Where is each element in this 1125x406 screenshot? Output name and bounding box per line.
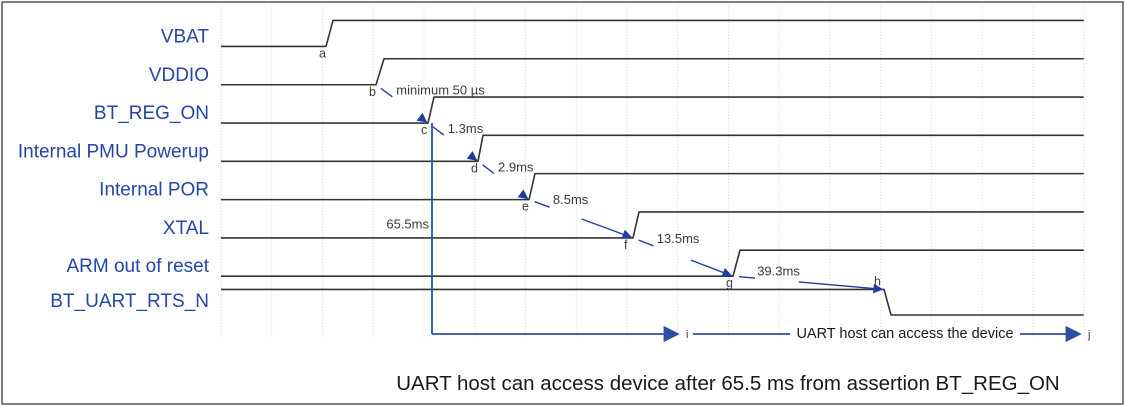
svg-text:a: a: [319, 47, 326, 61]
svg-text:ARM out of reset: ARM out of reset: [66, 256, 209, 277]
svg-text:BT_UART_RTS_N: BT_UART_RTS_N: [50, 291, 209, 312]
svg-text:e: e: [522, 200, 529, 214]
svg-text:b: b: [369, 85, 376, 99]
svg-text:c: c: [421, 123, 427, 137]
svg-text:g: g: [726, 276, 733, 290]
svg-text:8.5ms: 8.5ms: [553, 192, 589, 207]
svg-text:UART host can access device af: UART host can access device after 65.5 m…: [396, 372, 1059, 395]
svg-text:f: f: [624, 238, 628, 252]
svg-text:j: j: [1087, 329, 1090, 341]
svg-text:BT_REG_ON: BT_REG_ON: [94, 103, 209, 124]
svg-text:UART host can access the devic: UART host can access the device: [796, 326, 1013, 342]
svg-text:1.3ms: 1.3ms: [448, 121, 484, 136]
svg-text:i: i: [686, 329, 688, 341]
svg-text:h: h: [874, 274, 881, 288]
svg-text:65.5ms: 65.5ms: [386, 217, 429, 232]
svg-text:VDDIO: VDDIO: [149, 65, 209, 86]
svg-text:39.3ms: 39.3ms: [757, 263, 800, 278]
svg-text:13.5ms: 13.5ms: [657, 231, 700, 246]
svg-text:VBAT: VBAT: [161, 27, 210, 48]
svg-text:2.9ms: 2.9ms: [498, 159, 534, 174]
svg-text:d: d: [471, 161, 478, 175]
svg-text:Internal POR: Internal POR: [99, 180, 209, 201]
svg-text:XTAL: XTAL: [163, 218, 209, 239]
svg-text:minimum 50 µs: minimum 50 µs: [396, 83, 485, 98]
svg-text:Internal PMU Powerup: Internal PMU Powerup: [18, 141, 209, 162]
